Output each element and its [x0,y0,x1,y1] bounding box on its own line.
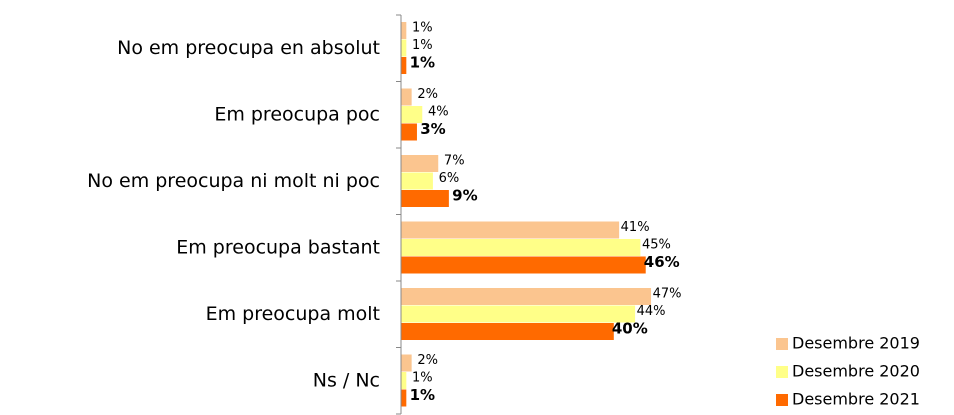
bar [401,221,620,239]
bar [401,172,433,190]
data-label: 1% [410,386,435,404]
data-label: 40% [612,319,648,337]
category-label: Ns / Nc [313,369,380,391]
data-label: 3% [420,120,445,138]
data-label: 1% [412,20,433,35]
category-label: No em preocupa en absolut [117,37,380,59]
bar [401,190,449,207]
category-label: Em preocupa bastant [176,236,380,258]
bar [401,305,636,323]
bar [401,239,641,256]
data-label: 1% [410,53,435,71]
bar [401,389,407,407]
legend-label: Desembre 2021 [792,390,920,409]
bar [401,256,646,274]
legend-swatch [776,366,788,378]
category-label: Em preocupa molt [206,303,380,325]
legend-label: Desembre 2019 [792,334,920,353]
legend-swatch [776,394,788,406]
data-label: 1% [412,370,433,385]
data-label: 45% [642,237,671,252]
data-label: 46% [644,253,680,271]
bar [401,354,412,372]
bar [401,88,412,106]
data-label: 7% [444,153,465,168]
data-label: 6% [439,171,460,186]
bar [401,22,407,39]
bar [401,155,439,172]
bar [401,39,407,57]
data-label: 44% [637,304,666,319]
bar [401,323,614,340]
data-label: 9% [452,186,477,204]
bar [401,288,652,305]
legend-label: Desembre 2020 [792,362,920,381]
data-label: 47% [653,286,682,301]
bar [401,123,417,141]
data-label: 4% [428,104,449,119]
data-label: 2% [417,353,438,368]
bar [401,57,407,74]
category-label: Em preocupa poc [214,103,380,125]
data-label: 1% [412,38,433,53]
bar [401,372,407,389]
category-label: No em preocupa ni molt ni poc [87,170,380,192]
data-label: 2% [417,87,438,102]
data-label: 41% [621,220,650,235]
bar [401,106,423,123]
legend-swatch [776,338,788,350]
